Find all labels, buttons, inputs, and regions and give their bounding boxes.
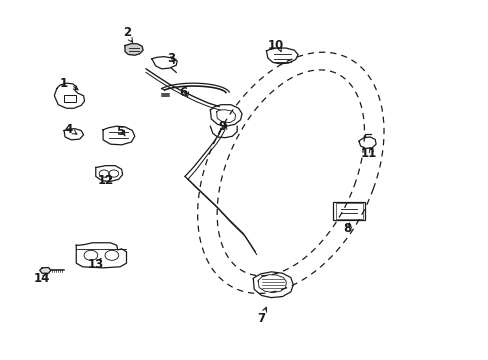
Text: 7: 7: [257, 311, 265, 325]
Bar: [332, 202, 364, 220]
Text: 13: 13: [87, 258, 103, 271]
Text: 14: 14: [34, 272, 50, 285]
Text: 9: 9: [218, 120, 226, 133]
Text: 6: 6: [179, 86, 187, 99]
Text: 2: 2: [123, 27, 131, 40]
Text: 8: 8: [342, 222, 350, 235]
Polygon shape: [40, 267, 51, 273]
Text: 12: 12: [97, 174, 113, 186]
Polygon shape: [125, 44, 143, 55]
Text: 4: 4: [65, 123, 73, 136]
Text: 11: 11: [360, 147, 376, 159]
Bar: [335, 203, 362, 219]
Text: 10: 10: [267, 39, 284, 52]
Text: 1: 1: [60, 77, 68, 90]
Text: 5: 5: [116, 125, 124, 138]
Text: 3: 3: [167, 51, 175, 64]
